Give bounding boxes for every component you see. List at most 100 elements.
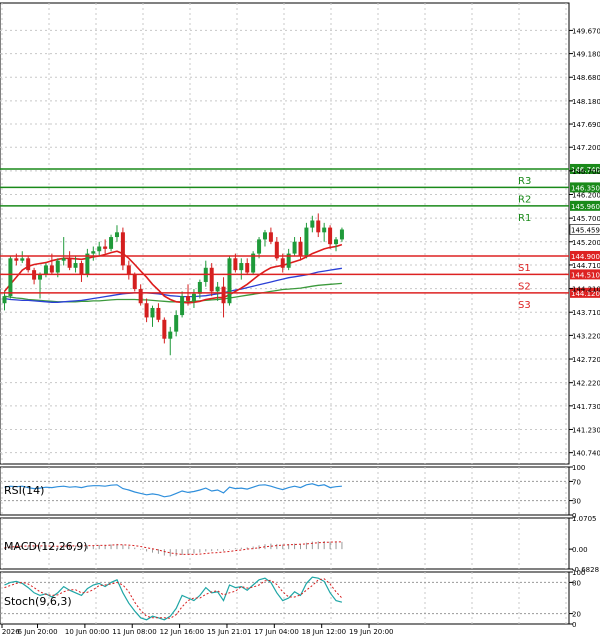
- candle-body: [2, 296, 7, 304]
- level-price-badge-s2: [570, 269, 600, 280]
- candle-body: [215, 286, 220, 292]
- macd-histogram-bar: [15, 545, 17, 550]
- macd-histogram-bar: [228, 549, 230, 550]
- sma-red-line: [3, 243, 343, 304]
- stoch-tick-label: 0: [572, 621, 576, 629]
- candle-body: [180, 296, 185, 316]
- candle-body: [162, 319, 167, 339]
- stoch-tick-label: 80: [572, 579, 581, 587]
- candle-body: [91, 251, 96, 254]
- stoch-panel: 100 80 20 0 Stoch(9,6,3): [0, 569, 585, 629]
- candle-body: [280, 258, 285, 268]
- price-tick-label: 147.690: [572, 121, 600, 129]
- macd-histogram-bar: [146, 549, 148, 552]
- macd-histogram-bar: [57, 546, 59, 550]
- macd-histogram-bar: [323, 540, 325, 550]
- macd-histogram-bar: [211, 549, 213, 552]
- last-price-label: 145.459: [571, 227, 600, 235]
- macd-histogram-bar: [104, 544, 106, 550]
- time-tick-label: 19 Jun 20:00: [349, 628, 393, 636]
- candle-body: [292, 241, 297, 254]
- macd-histogram-bar: [169, 549, 171, 557]
- price-tick-label: 146.700: [572, 168, 600, 176]
- macd-tick-label: 1.0705: [572, 515, 597, 523]
- macd-histogram-bar: [122, 544, 124, 550]
- candle-body: [197, 281, 202, 294]
- candle-body: [186, 296, 191, 301]
- candle-body: [156, 307, 161, 320]
- macd-histogram-bar: [9, 546, 11, 550]
- candle-body: [126, 265, 131, 275]
- candle-body: [191, 293, 196, 301]
- candle-body: [120, 232, 125, 266]
- price-tick-label: 143.220: [572, 332, 600, 340]
- macd-tick-label: 0.00: [572, 546, 588, 554]
- macd-histogram-bar: [240, 547, 242, 550]
- price-tick-label: 141.230: [572, 426, 600, 434]
- time-tick-label: 10 Jun 00:00: [65, 628, 109, 636]
- stoch-tick-label: 20: [572, 611, 581, 619]
- price-tick-label: 145.200: [572, 239, 600, 247]
- candle-body: [85, 253, 90, 275]
- candle-body: [168, 331, 173, 339]
- macd-histogram-bar: [27, 545, 29, 550]
- macd-histogram-bar: [294, 543, 296, 550]
- candle-body: [79, 263, 84, 275]
- level-price-badge-r3: [570, 163, 600, 174]
- macd-histogram-bar: [199, 549, 201, 553]
- price-tick-label: 141.730: [572, 403, 600, 411]
- macd-histogram-bar: [98, 545, 100, 550]
- sma-blue-line: [4, 267, 342, 303]
- macd-histogram-bar: [21, 545, 23, 550]
- candle-body: [298, 241, 303, 256]
- rsi-tick-label: 70: [572, 478, 581, 486]
- level-price-label-r2: 146.350: [571, 184, 600, 192]
- macd-histogram-bar: [205, 549, 207, 552]
- macd-tick-label: -0.6828: [572, 566, 599, 574]
- level-price-label-s1: 144.900: [571, 253, 600, 261]
- macd-histogram-bar: [163, 549, 165, 556]
- candle-body: [268, 232, 273, 242]
- candle-body: [227, 258, 232, 304]
- rsi-panel: 100 70 30 0 RSI(14): [0, 464, 585, 520]
- macd-histogram-bar: [86, 545, 88, 550]
- price-tick-label: 148.180: [572, 98, 600, 106]
- candle-body: [257, 239, 262, 254]
- macd-histogram-bar: [234, 548, 236, 550]
- level-label-s1: S1: [518, 263, 531, 274]
- rsi-line: [4, 483, 342, 498]
- candle-body: [316, 220, 321, 233]
- price-tick-label: 145.700: [572, 215, 600, 223]
- candle-body: [8, 258, 13, 297]
- time-tick-label: 6 Jun 20:00: [18, 628, 58, 636]
- macd-histogram-bar: [223, 549, 225, 551]
- candle-body: [233, 258, 238, 271]
- candle-body: [322, 227, 327, 233]
- time-tick-label: 18 Jun 12:00: [302, 628, 346, 636]
- level-label-s2: S2: [518, 281, 531, 292]
- macd-histogram-bar: [152, 549, 153, 553]
- price-tick-label: 149.180: [572, 51, 600, 59]
- macd-histogram-bar: [246, 547, 248, 550]
- rsi-tick-label: 0: [572, 512, 576, 520]
- level-label-r2: R2: [518, 194, 531, 205]
- candle-body: [20, 258, 25, 261]
- macd-histogram-bar: [193, 549, 195, 554]
- candle-body: [251, 253, 256, 273]
- candle-body: [67, 258, 72, 268]
- rsi-label: RSI(14): [4, 484, 44, 497]
- macd-histogram-bar: [341, 541, 343, 550]
- level-price-label-s2: 144.510: [571, 271, 600, 279]
- candle-body: [328, 227, 333, 245]
- candle-body: [38, 274, 43, 280]
- candle-body: [61, 258, 66, 261]
- price-tick-label: 144.210: [572, 286, 600, 294]
- price-tick-label: 140.740: [572, 450, 600, 458]
- macd-histogram-bar: [39, 546, 41, 550]
- level-price-label-r3: 146.740: [571, 166, 600, 174]
- macd-histogram-bar: [329, 541, 331, 550]
- stoch-k-line: [4, 576, 343, 621]
- candle-body: [109, 237, 114, 249]
- level-price-badge-s3: [570, 287, 600, 298]
